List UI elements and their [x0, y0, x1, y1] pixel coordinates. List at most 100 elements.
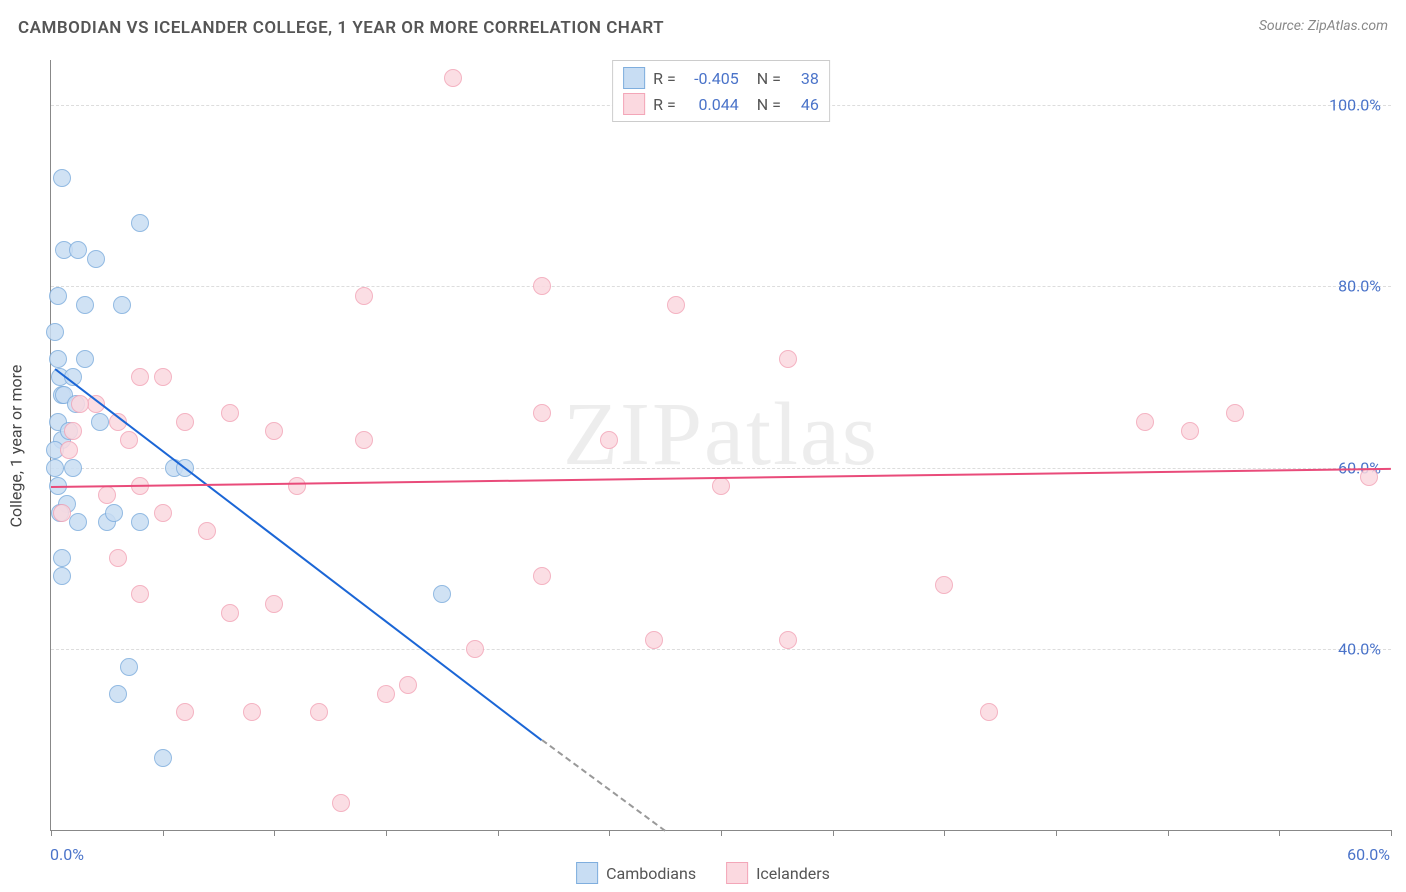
stats-box: R = -0.405 N = 38 R = 0.044 N = 46: [612, 60, 830, 122]
data-point: [265, 422, 283, 440]
data-point: [288, 477, 306, 495]
stat-r-label: R =: [653, 69, 676, 88]
data-point: [131, 513, 149, 531]
legend-label: Cambodians: [606, 864, 696, 883]
gridline: [51, 468, 1391, 469]
data-point: [154, 749, 172, 767]
data-point: [355, 287, 373, 305]
data-point: [46, 323, 64, 341]
data-point: [221, 404, 239, 422]
data-point: [53, 169, 71, 187]
x-tick: [721, 830, 722, 836]
data-point: [71, 395, 89, 413]
x-axis-min-label: 0.0%: [50, 845, 84, 864]
data-point: [53, 567, 71, 585]
data-point: [131, 214, 149, 232]
data-point: [779, 350, 797, 368]
data-point: [49, 350, 67, 368]
x-tick: [274, 830, 275, 836]
data-point: [533, 277, 551, 295]
gridline: [51, 649, 1391, 650]
stat-n-value: 46: [789, 95, 819, 114]
data-point: [91, 413, 109, 431]
data-point: [131, 368, 149, 386]
regression-line: [55, 368, 543, 741]
data-point: [355, 431, 373, 449]
data-point: [176, 413, 194, 431]
data-point: [69, 513, 87, 531]
data-point: [98, 486, 116, 504]
x-axis-max-label: 60.0%: [1347, 845, 1390, 864]
data-point: [533, 404, 551, 422]
data-point: [433, 585, 451, 603]
data-point: [120, 431, 138, 449]
stat-n-label: N =: [757, 69, 781, 88]
data-point: [332, 794, 350, 812]
data-point: [377, 685, 395, 703]
data-point: [935, 576, 953, 594]
chart-container: CAMBODIAN VS ICELANDER COLLEGE, 1 YEAR O…: [0, 0, 1406, 892]
x-tick: [1168, 830, 1169, 836]
legend-swatch: [726, 862, 748, 884]
data-point: [667, 296, 685, 314]
data-point: [131, 585, 149, 603]
data-point: [69, 241, 87, 259]
data-point: [533, 567, 551, 585]
stat-swatch: [623, 67, 645, 89]
stat-row: R = 0.044 N = 46: [623, 91, 819, 117]
data-point: [53, 549, 71, 567]
data-point: [120, 658, 138, 676]
data-point: [645, 631, 663, 649]
stat-n-value: 38: [789, 69, 819, 88]
data-point: [109, 685, 127, 703]
x-tick: [609, 830, 610, 836]
stat-n-label: N =: [757, 95, 781, 114]
x-tick: [51, 830, 52, 836]
stat-row: R = -0.405 N = 38: [623, 65, 819, 91]
data-point: [105, 504, 123, 522]
data-point: [49, 287, 67, 305]
data-point: [712, 477, 730, 495]
data-point: [1181, 422, 1199, 440]
legend-item-icelanders: Icelanders: [726, 862, 830, 884]
x-tick: [833, 830, 834, 836]
data-point: [1360, 468, 1378, 486]
x-tick: [163, 830, 164, 836]
legend-label: Icelanders: [756, 864, 830, 883]
data-point: [64, 459, 82, 477]
x-tick: [1056, 830, 1057, 836]
data-point: [980, 703, 998, 721]
data-point: [64, 422, 82, 440]
y-tick-label: 100.0%: [1329, 96, 1381, 115]
data-point: [399, 676, 417, 694]
data-point: [53, 504, 71, 522]
stat-r-value: -0.405: [684, 69, 739, 88]
source-attribution: Source: ZipAtlas.com: [1259, 18, 1388, 34]
data-point: [221, 604, 239, 622]
y-tick-label: 40.0%: [1338, 639, 1381, 658]
y-axis-label: College, 1 year or more: [7, 365, 26, 528]
legend-swatch: [576, 862, 598, 884]
data-point: [779, 631, 797, 649]
legend: Cambodians Icelanders: [576, 862, 830, 884]
gridline: [51, 286, 1391, 287]
x-tick: [1391, 830, 1392, 836]
data-point: [243, 703, 261, 721]
data-point: [1226, 404, 1244, 422]
stat-swatch: [623, 93, 645, 115]
data-point: [198, 522, 216, 540]
x-tick: [1279, 830, 1280, 836]
stat-r-label: R =: [653, 95, 676, 114]
data-point: [154, 368, 172, 386]
chart-title: CAMBODIAN VS ICELANDER COLLEGE, 1 YEAR O…: [18, 18, 664, 38]
data-point: [87, 250, 105, 268]
data-point: [444, 69, 462, 87]
legend-item-cambodians: Cambodians: [576, 862, 696, 884]
data-point: [466, 640, 484, 658]
data-point: [46, 459, 64, 477]
data-point: [1136, 413, 1154, 431]
plot-area: ZIPatlas R =-0.405N =38R =0.044N =46 40.…: [50, 60, 1391, 831]
stat-r-value: 0.044: [684, 95, 739, 114]
data-point: [265, 595, 283, 613]
data-point: [76, 350, 94, 368]
